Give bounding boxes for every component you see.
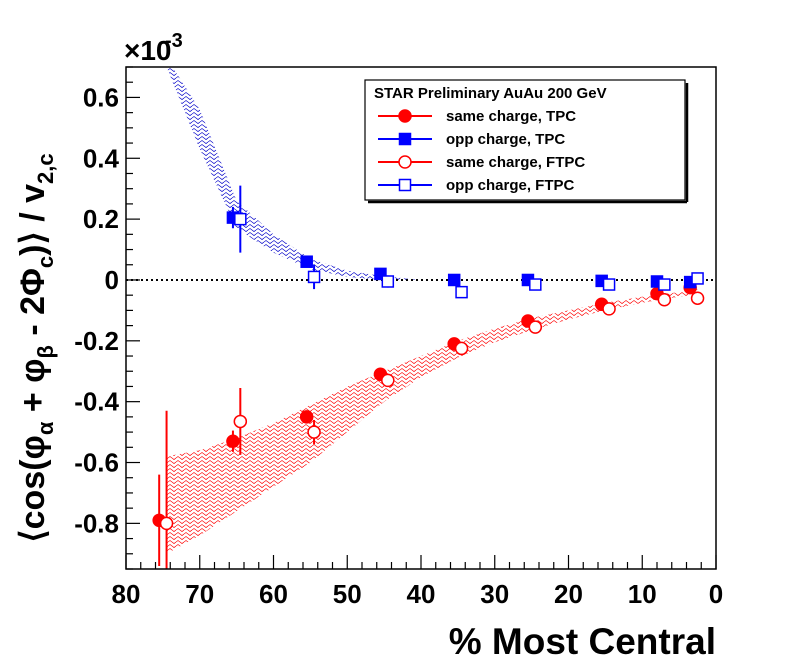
- legend-marker-3: [398, 178, 412, 192]
- data-point-s3: [691, 272, 704, 285]
- data-point-s3: [529, 278, 542, 291]
- legend: STAR Preliminary AuAu 200 GeV same charg…: [364, 79, 689, 204]
- data-point-s3: [234, 212, 247, 226]
- legend-label-3: opp charge, FTPC: [446, 177, 575, 194]
- legend-marker-0: [398, 109, 412, 123]
- x-tick-label: 20: [554, 579, 583, 609]
- data-point-s2: [657, 292, 672, 307]
- axis-ticks: 80 70 60 50 40 30 20 10 0 -0.8 -0.6 -0.4 -0.2 0 0.2 0.4…: [74, 66, 723, 609]
- y-tick-label: -0.8: [74, 508, 119, 538]
- y-tick-label: 0: [105, 265, 119, 295]
- data-point-s3: [307, 270, 321, 284]
- data-markers: [152, 185, 705, 569]
- data-point-s1: [447, 273, 461, 287]
- legend-marker-2: [398, 155, 412, 169]
- y-axis-label: ⟨cos(φα + φβ - 2Φc)⟩ / v2,c: [14, 153, 58, 542]
- data-point-s1: [374, 267, 387, 281]
- x-tick-label: 10: [628, 579, 657, 609]
- x-tick-label: 50: [333, 579, 362, 609]
- legend-marker-1: [398, 132, 412, 146]
- data-point-s1: [300, 255, 313, 268]
- data-point-s3: [602, 278, 616, 291]
- y-tick-label: 0.2: [83, 204, 119, 234]
- x-tick-label: 0: [709, 579, 723, 609]
- data-point-s2: [233, 414, 248, 429]
- data-point-s3: [658, 278, 671, 291]
- data-point-s2: [381, 373, 395, 388]
- band-0: [166, 67, 421, 280]
- y-tick-label: -0.6: [74, 448, 119, 478]
- legend-label-2: same charge, FTPC: [446, 154, 585, 171]
- scale-factor-label: ×10: [124, 35, 172, 66]
- legend-label-1: opp charge, TPC: [446, 131, 565, 148]
- x-tick-label: 40: [407, 579, 436, 609]
- data-point-s3: [455, 285, 468, 299]
- y-tick-label: 0.4: [83, 143, 120, 173]
- data-point-s0: [226, 434, 240, 448]
- legend-label-0: same charge, TPC: [446, 108, 576, 125]
- x-tick-label: 60: [259, 579, 288, 609]
- legend-entries: same charge, TPC opp charge, TPC same char…: [378, 108, 585, 194]
- scale-factor-exponent: -3: [165, 30, 183, 52]
- legend-title: STAR Preliminary AuAu 200 GeV: [374, 85, 607, 102]
- data-point-s2: [454, 341, 469, 356]
- y-tick-label: 0.6: [83, 82, 119, 112]
- data-point-s3: [381, 275, 395, 288]
- data-point-s2: [528, 320, 543, 334]
- data-point-s2: [690, 291, 705, 305]
- data-point-s0: [299, 410, 314, 424]
- y-tick-label: -0.4: [74, 387, 119, 417]
- x-axis-label: % Most Central: [449, 621, 716, 662]
- data-point-s2: [307, 425, 321, 439]
- uncertainty-bands: [166, 67, 698, 554]
- x-tick-label: 80: [112, 579, 141, 609]
- y-tick-label: -0.2: [74, 326, 119, 356]
- x-tick-label: 70: [185, 579, 214, 609]
- x-tick-label: 30: [480, 579, 509, 609]
- data-point-s2: [159, 516, 174, 531]
- data-point-s2: [602, 302, 616, 316]
